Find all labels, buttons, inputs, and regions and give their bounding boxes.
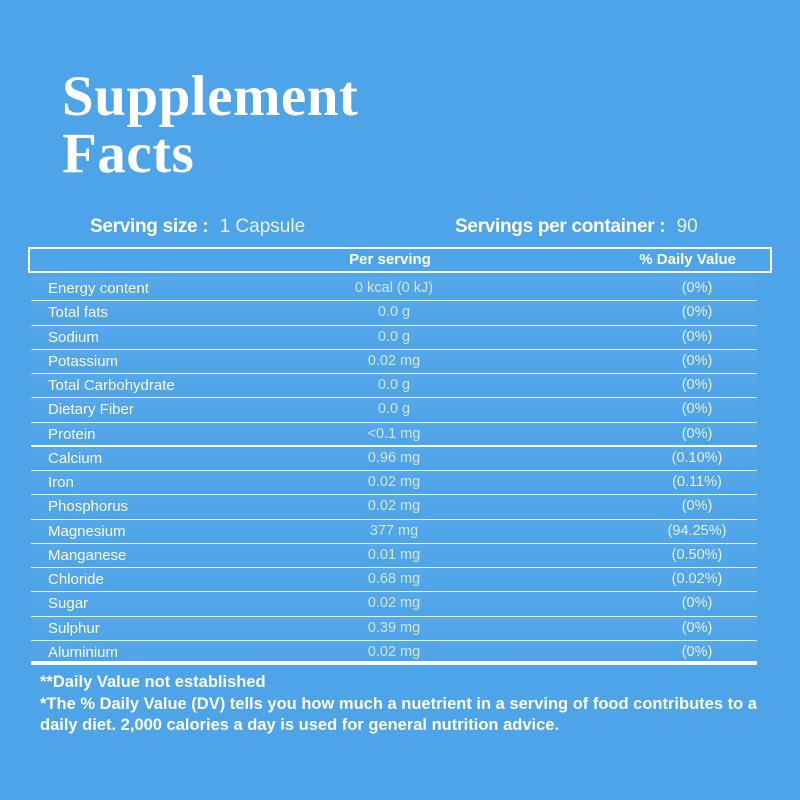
row-nutrient-name: Total fats	[48, 304, 109, 322]
column-header-daily-value: % Daily Value	[639, 251, 736, 268]
row-daily-value: (0%)	[681, 619, 713, 636]
title-line-1: Supplement	[62, 65, 359, 129]
footnote-dv-explanation: *The % Daily Value (DV) tells you how mu…	[40, 695, 757, 734]
table-row: 0.02 mg Potassium (0%)	[31, 349, 757, 374]
row-daily-value: (0.50%)	[671, 546, 723, 563]
serving-size: Serving size : 1 Capsule	[90, 216, 305, 238]
table-row: 0.68 mg Chloride (0.02%)	[31, 568, 757, 593]
servings-per-container-label: Servings per container :	[455, 216, 666, 237]
row-daily-value: (0%)	[681, 425, 713, 442]
table-row: 0.0 g Dietary Fiber (0%)	[31, 398, 757, 423]
page-title: Supplement Facts	[62, 68, 358, 182]
row-amount: 0.0 g	[377, 401, 411, 418]
row-amount: 0.02 mg	[367, 643, 421, 660]
table-row: 0.02 mg Sugar (0%)	[31, 592, 757, 617]
row-daily-value: (0%)	[681, 498, 713, 515]
row-daily-value: (0%)	[681, 328, 713, 345]
table-row: 377 mg Magnesium (94.25%)	[31, 519, 757, 544]
row-nutrient-name: Dietary Fiber	[48, 401, 134, 419]
row-daily-value: (0%)	[681, 304, 713, 321]
table-column-header: Per serving % Daily Value	[28, 247, 772, 273]
row-nutrient-name: Aluminium	[48, 643, 119, 661]
row-amount: 0 kcal (0 kJ)	[354, 280, 434, 296]
serving-size-label: Serving size :	[90, 216, 209, 237]
table-row: 0.96 mg Calcium (0.10%)	[31, 446, 757, 471]
row-daily-value: (0.10%)	[671, 449, 723, 466]
row-daily-value: (0%)	[681, 352, 713, 369]
row-amount: 0.02 mg	[367, 498, 421, 515]
row-daily-value: (0%)	[681, 280, 713, 296]
row-amount: 0.02 mg	[367, 352, 421, 369]
row-nutrient-name: Magnesium	[48, 522, 126, 540]
nutrient-table: 0 kcal (0 kJ) Energy content (0%) 0.0 g Tota…	[31, 277, 757, 665]
row-amount: 0.39 mg	[367, 619, 421, 636]
table-row: 0.02 mg Aluminium (0%)	[31, 640, 757, 665]
row-daily-value: (0%)	[681, 595, 713, 612]
row-daily-value: (0%)	[681, 401, 713, 418]
table-row: 0.02 mg Iron (0.11%)	[31, 471, 757, 496]
row-amount: 0.0 g	[377, 304, 411, 321]
row-amount: 0.68 mg	[367, 571, 421, 587]
footnote-dv-not-established: **Daily Value not established	[40, 673, 266, 691]
row-nutrient-name: Protein	[48, 425, 96, 443]
row-amount: 0.02 mg	[367, 595, 421, 612]
row-daily-value: (0.02%)	[671, 571, 723, 587]
row-nutrient-name: Energy content	[48, 280, 149, 297]
table-row: 0.0 g Total fats (0%)	[31, 301, 757, 326]
row-nutrient-name: Manganese	[48, 546, 127, 564]
table-row: 0 kcal (0 kJ) Energy content (0%)	[31, 277, 757, 302]
row-amount: 0.0 g	[377, 328, 411, 345]
row-daily-value: (0%)	[681, 643, 713, 660]
footnotes: **Daily Value not established *The % Dai…	[40, 672, 768, 737]
row-amount: 0.02 mg	[367, 474, 421, 490]
row-nutrient-name: Phosphorus	[48, 498, 129, 516]
table-row: 0.02 mg Phosphorus (0%)	[31, 495, 757, 520]
table-row: 0.0 g Sodium (0%)	[31, 325, 757, 350]
table-row: <0.1 mg Protein (0%)	[31, 422, 757, 447]
row-amount: <0.1 mg	[367, 425, 421, 442]
title-line-2: Facts	[62, 122, 195, 186]
serving-size-value: 1 Capsule	[219, 216, 306, 237]
row-nutrient-name: Chloride	[48, 571, 104, 588]
row-nutrient-name: Sodium	[48, 328, 99, 346]
row-nutrient-name: Calcium	[48, 449, 103, 467]
row-amount: 377 mg	[369, 522, 419, 539]
table-row: 0.39 mg Sulphur (0%)	[31, 616, 757, 641]
serving-info: Serving size : 1 Capsule Servings per co…	[0, 216, 800, 242]
row-amount: 0.0 g	[377, 377, 411, 393]
servings-per-container: Servings per container : 90	[455, 216, 698, 238]
row-daily-value: (0%)	[681, 377, 713, 393]
row-daily-value: (94.25%)	[667, 522, 727, 539]
servings-per-container-value: 90	[676, 216, 698, 237]
row-amount: 0.01 mg	[367, 546, 421, 563]
row-nutrient-name: Sugar	[48, 595, 89, 613]
table-row: 0.01 mg Manganese (0.50%)	[31, 543, 757, 568]
row-nutrient-name: Iron	[48, 474, 74, 491]
table-row: 0.0 g Total Carbohydrate (0%)	[31, 374, 757, 399]
row-nutrient-name: Total Carbohydrate	[48, 377, 175, 394]
row-amount: 0.96 mg	[367, 449, 421, 466]
row-nutrient-name: Potassium	[48, 352, 119, 370]
column-header-per-serving: Per serving	[349, 251, 431, 268]
row-nutrient-name: Sulphur	[48, 619, 100, 637]
row-daily-value: (0.11%)	[672, 474, 722, 490]
